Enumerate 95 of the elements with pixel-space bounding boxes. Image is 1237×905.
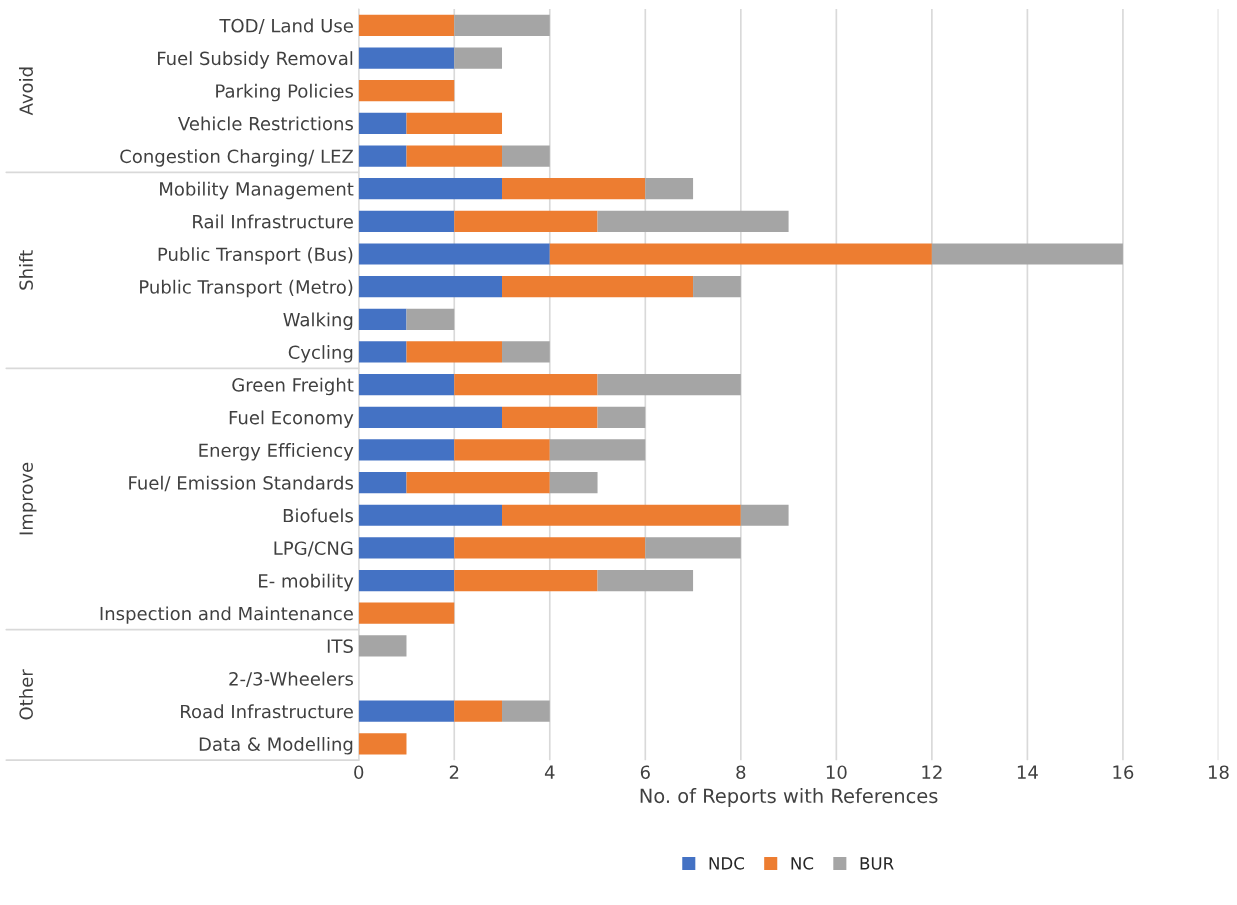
bar — [406, 471, 550, 494]
bar — [597, 569, 694, 592]
text: Avoid — [19, 67, 33, 116]
x-tick-label: 18 — [1208, 765, 1229, 780]
bar — [740, 504, 789, 526]
y-tick-label: Green Freight — [232, 377, 354, 396]
bar — [358, 569, 455, 592]
bar — [358, 276, 503, 298]
bar — [358, 439, 455, 461]
y-tick-label: Data & Modelling — [199, 737, 353, 755]
bar — [358, 80, 455, 102]
text: Shift — [19, 250, 33, 290]
bar — [358, 733, 407, 755]
bar — [358, 700, 455, 722]
bar — [502, 406, 598, 428]
bar — [358, 178, 503, 200]
bar — [502, 504, 741, 526]
bar — [358, 14, 455, 36]
y-tick-label: Biofuels — [283, 508, 353, 523]
y-tick-label: Public Transport (Metro) — [140, 279, 353, 298]
bar — [502, 341, 550, 363]
x-axis-title: No. of Reports with References — [640, 788, 938, 807]
bar — [358, 602, 455, 624]
bar — [406, 145, 503, 167]
bar — [597, 374, 741, 396]
bar — [454, 700, 503, 722]
bar — [406, 341, 503, 363]
bar — [454, 210, 598, 232]
y-tick-label: Congestion Charging/ LEZ — [120, 149, 354, 167]
bar — [931, 243, 1123, 265]
bar — [358, 210, 455, 232]
bar — [549, 471, 598, 494]
y-tick-label: Vehicle Restrictions — [178, 116, 353, 131]
bar — [358, 537, 455, 559]
y-tick-label: Cycling — [288, 345, 353, 363]
bar — [358, 504, 503, 526]
bar — [597, 210, 789, 232]
bar — [502, 145, 550, 167]
bar — [406, 308, 455, 330]
bar — [454, 569, 598, 592]
bar — [502, 178, 646, 200]
legend-label: NDC — [709, 857, 744, 870]
legend-label: BUR — [860, 857, 894, 870]
y-tick-label: Parking Policies — [216, 83, 353, 102]
x-tick-label: 2 — [449, 765, 459, 779]
bar — [454, 537, 646, 559]
bar — [597, 406, 646, 428]
bar — [358, 374, 455, 396]
y-tick-label: Public Transport (Bus) — [158, 247, 353, 265]
bar — [502, 700, 550, 722]
bar — [358, 112, 407, 134]
text: Other — [19, 669, 33, 720]
y-tick-label: ITS — [327, 639, 353, 654]
bar — [454, 14, 550, 36]
y-tick-label: Rail Infrastructure — [193, 214, 353, 229]
y-tick-label: E- mobility — [259, 573, 354, 592]
y-tick-label: Energy Efficiency — [199, 443, 354, 461]
bar — [502, 276, 694, 298]
legend-label: NC — [791, 857, 814, 870]
bar — [454, 374, 598, 396]
bar — [454, 439, 550, 461]
x-tick-label: 4 — [544, 765, 555, 779]
bar — [358, 471, 407, 494]
x-tick-label: 12 — [922, 765, 942, 779]
y-tick-label: Inspection and Maintenance — [100, 606, 353, 624]
bar — [358, 243, 550, 265]
bar — [358, 635, 407, 657]
bar — [454, 47, 503, 69]
x-tick-label: 16 — [1113, 765, 1134, 780]
bar — [645, 178, 694, 200]
y-tick-label: Fuel Subsidy Removal — [158, 51, 353, 69]
bar — [358, 145, 407, 167]
bar — [645, 537, 741, 559]
x-tick-label: 10 — [826, 765, 847, 780]
y-tick-label: LPG/CNG — [274, 541, 353, 557]
y-tick-label: Walking — [283, 312, 353, 330]
bar — [406, 112, 503, 134]
y-tick-label: TOD/ Land Use — [219, 18, 353, 34]
bar — [358, 308, 407, 330]
y-tick-label: 2-/3-Wheelers — [229, 671, 353, 688]
text: Improve — [19, 462, 37, 535]
bar — [358, 341, 407, 363]
x-tick-label: 14 — [1017, 765, 1038, 779]
bar — [358, 47, 455, 69]
y-tick-label: Fuel/ Emission Standards — [129, 475, 353, 492]
y-tick-label: Fuel Economy — [229, 410, 354, 428]
x-tick-label: 0 — [354, 765, 364, 780]
bar — [358, 406, 503, 428]
bar — [693, 276, 741, 298]
x-tick-label: 8 — [736, 765, 746, 780]
x-tick-label: 6 — [640, 765, 650, 780]
bar — [549, 439, 646, 461]
bar — [549, 243, 932, 265]
y-tick-label: Road Infrastructure — [181, 704, 353, 719]
y-tick-label: Mobility Management — [160, 181, 354, 200]
